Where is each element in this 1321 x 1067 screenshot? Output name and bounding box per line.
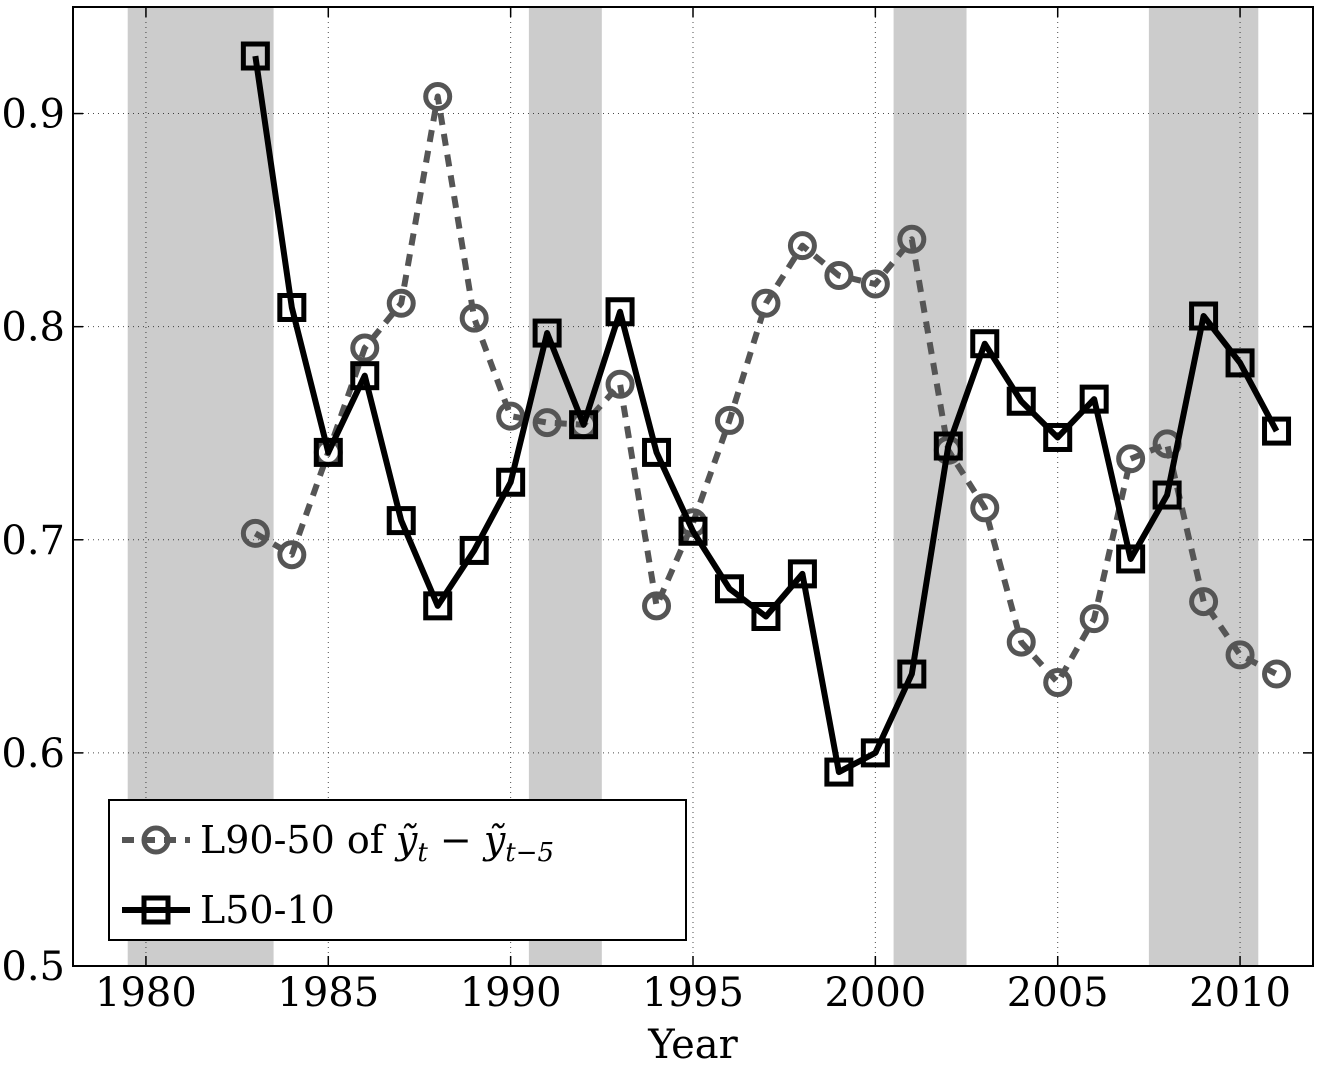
data-point [1006,386,1036,416]
data-point [423,82,453,112]
data-point [751,601,781,631]
data-point [1225,348,1255,378]
data-point [277,292,307,322]
data-point [1189,587,1219,617]
y-tick-label: 0.9 [1,92,65,138]
data-point [714,405,744,435]
x-tick-label: 2000 [824,970,926,1016]
recession-band [1148,7,1259,966]
x-tick-label: 1990 [460,970,562,1016]
data-point [1043,668,1073,698]
data-point [824,757,854,787]
x-axis-label: Year [647,1022,738,1067]
data-point [532,408,562,438]
x-tick-label: 2005 [1007,970,1109,1016]
data-point [459,303,489,333]
data-point [240,41,270,71]
series-line [252,55,1280,776]
data-point [751,288,781,318]
data-point [350,333,380,363]
data-point [277,540,307,570]
series-line [253,93,1278,686]
legend-label: L50-10 [200,888,335,932]
series-layer [240,41,1292,787]
data-point [496,401,526,431]
x-tick-label: 1980 [95,970,197,1016]
data-point [1189,301,1219,331]
data-point [970,493,1000,523]
x-tick-label: 1985 [277,970,379,1016]
legend: L90-50 of ỹt − ỹt−5 L50-10 [108,799,687,941]
recession-shading [127,7,1259,966]
data-point [532,318,562,348]
legend-box [108,799,687,941]
data-point [605,297,635,327]
data-point [787,559,817,589]
data-point [1152,480,1182,510]
data-point [386,506,416,536]
data-point [1006,627,1036,657]
legend-label: L90-50 of ỹt − ỹt−5 [200,818,554,868]
data-point [897,659,927,689]
data-point [678,516,708,546]
data-point [933,431,963,461]
data-point [1116,444,1146,474]
data-point [860,738,890,768]
y-tick-label: 0.8 [1,305,65,351]
y-tick-label: 0.7 [1,518,65,564]
data-point [423,591,453,621]
data-point [1079,604,1109,634]
data-point [569,410,599,440]
data-point [313,437,343,467]
data-point [642,437,672,467]
data-point [1116,544,1146,574]
data-point [1262,416,1292,446]
y-tick-label: 0.5 [1,944,65,990]
data-point [897,224,927,254]
data-point [714,574,744,604]
data-point [386,288,416,318]
data-point [496,467,526,497]
recession-band [893,7,967,966]
x-tick-label: 1995 [642,970,744,1016]
data-point [787,231,817,261]
data-point [860,269,890,299]
data-point [1079,384,1109,414]
y-tick-label: 0.6 [1,731,65,777]
data-point [1262,659,1292,689]
data-point [1043,422,1073,452]
series-l50-10 [240,41,1292,787]
data-point [240,518,270,548]
data-point [605,369,635,399]
axis-ticks: 1980 1985 1990 1995 2000 2005 2010 0.5 0.6 0.7 0.8… [1,7,1313,1016]
data-point [642,591,672,621]
legend-marker [141,825,171,855]
x-tick-label: 2010 [1189,970,1291,1016]
data-point [970,329,1000,359]
data-point [350,361,380,391]
data-point [1225,640,1255,670]
data-point [824,261,854,291]
legend-marker [141,895,171,925]
data-point [459,535,489,565]
